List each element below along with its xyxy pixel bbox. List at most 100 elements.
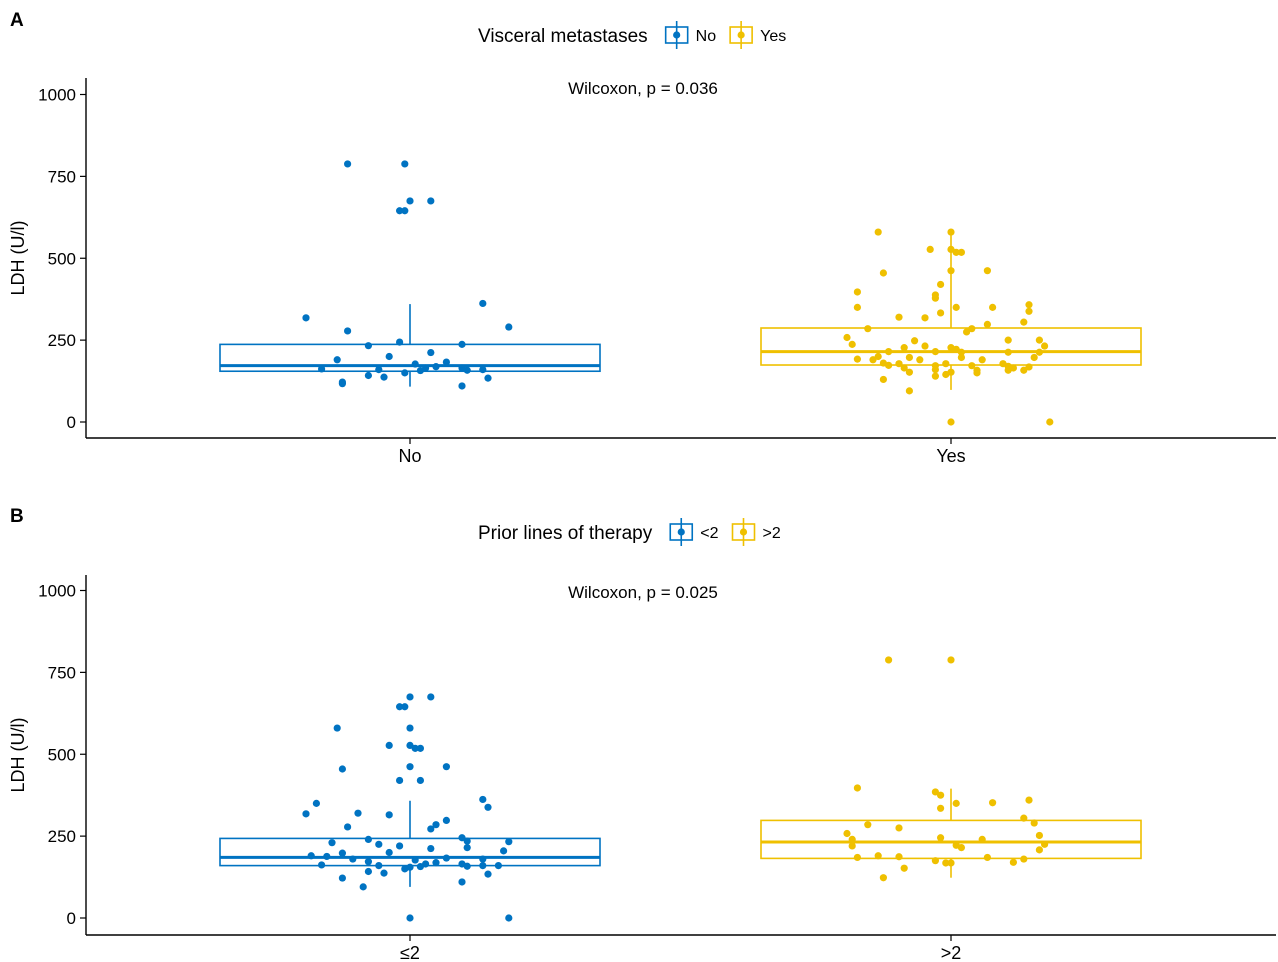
- data-point: [505, 838, 513, 846]
- data-point: [983, 853, 992, 862]
- data-point: [848, 340, 856, 348]
- data-point: [885, 361, 893, 369]
- x-tick-label: >2: [941, 943, 962, 962]
- data-point: [843, 829, 851, 838]
- data-point: [432, 859, 440, 867]
- data-point: [978, 835, 986, 844]
- data-point: [879, 375, 888, 384]
- y-tick-label: 0: [67, 413, 76, 432]
- y-tick-label: 250: [48, 331, 76, 350]
- data-point: [500, 847, 508, 855]
- data-point: [848, 842, 856, 850]
- data-point: [921, 314, 929, 322]
- data-point: [864, 821, 872, 829]
- data-point: [957, 248, 966, 256]
- y-tick-label: 750: [48, 167, 76, 186]
- data-point: [947, 418, 955, 426]
- data-point: [396, 842, 404, 850]
- data-point: [905, 368, 914, 376]
- data-point: [427, 693, 435, 701]
- data-point: [1035, 831, 1043, 840]
- data-point: [942, 360, 950, 368]
- data-point: [1020, 855, 1028, 863]
- data-point: [900, 364, 908, 372]
- data-point: [905, 387, 914, 395]
- data-point: [885, 347, 893, 356]
- legend-key-2: [731, 518, 756, 546]
- wilcoxon-annotation: Wilcoxon, p = 0.025: [568, 583, 718, 602]
- data-point: [484, 870, 492, 878]
- data-point: [937, 804, 945, 812]
- data-point: [401, 160, 409, 168]
- panel-label: B: [10, 506, 24, 527]
- y-tick-label: 1000: [38, 86, 76, 105]
- y-tick-label: 1000: [38, 582, 76, 601]
- data-point: [895, 360, 903, 368]
- data-point: [318, 365, 326, 373]
- data-point: [375, 840, 383, 848]
- data-point: [931, 372, 940, 380]
- data-point: [406, 763, 414, 771]
- legend: Prior lines of therapy <2 >2: [478, 518, 781, 546]
- box: [219, 837, 601, 867]
- data-point: [1009, 858, 1018, 866]
- data-point: [406, 724, 414, 732]
- x-tick-label: ≤2: [400, 943, 420, 962]
- data-point: [396, 338, 404, 346]
- data-point: [895, 824, 903, 832]
- data-point: [479, 299, 487, 308]
- data-point: [926, 245, 934, 254]
- data-point: [921, 342, 929, 350]
- data-point: [396, 776, 404, 785]
- box: [760, 819, 1142, 860]
- data-point: [1025, 796, 1033, 804]
- axes: 0 250 500 750 1000 No Yes LDH (U/l): [8, 78, 1276, 466]
- data-point: [463, 862, 471, 870]
- y-tick-label: 250: [48, 827, 76, 846]
- data-point: [1030, 353, 1038, 362]
- data-point: [380, 869, 388, 877]
- data-point: [937, 309, 945, 317]
- data-point: [983, 320, 992, 329]
- y-tick-label: 500: [48, 745, 76, 764]
- data-point: [338, 874, 346, 882]
- data-point: [494, 862, 502, 870]
- data-point: [411, 744, 419, 752]
- data-point: [302, 314, 310, 322]
- data-point: [853, 784, 862, 792]
- data-point: [385, 848, 393, 857]
- data-point: [874, 352, 882, 361]
- y-tick-label: 0: [67, 909, 76, 928]
- data-point: [952, 248, 960, 256]
- legend-label: Yes: [760, 28, 786, 45]
- data-point: [942, 370, 950, 379]
- legend-key-1: [664, 21, 689, 49]
- y-tick-label: 500: [48, 249, 76, 268]
- data-point: [864, 325, 872, 333]
- series-1: [219, 160, 601, 390]
- data-point: [396, 703, 404, 711]
- data-point: [338, 765, 346, 773]
- data-point: [364, 858, 372, 866]
- data-point: [931, 788, 940, 796]
- data-point: [916, 356, 924, 364]
- data-point: [416, 862, 424, 871]
- data-point: [401, 207, 409, 215]
- y-axis-title: LDH (U/l): [8, 718, 28, 793]
- data-point: [479, 366, 487, 374]
- legend-key-2: [729, 21, 753, 49]
- data-point: [843, 333, 851, 342]
- data-point: [416, 366, 424, 375]
- data-point: [853, 288, 862, 296]
- data-point: [385, 352, 393, 361]
- data-point: [968, 325, 976, 333]
- y-tick-label: 750: [48, 663, 76, 682]
- data-point: [338, 380, 346, 388]
- data-point: [406, 693, 414, 701]
- data-point: [432, 821, 440, 829]
- data-point: [427, 825, 435, 833]
- data-point: [874, 228, 882, 236]
- legend: Visceral metastases No Yes: [478, 21, 786, 49]
- data-point: [406, 914, 414, 922]
- data-point: [957, 843, 966, 852]
